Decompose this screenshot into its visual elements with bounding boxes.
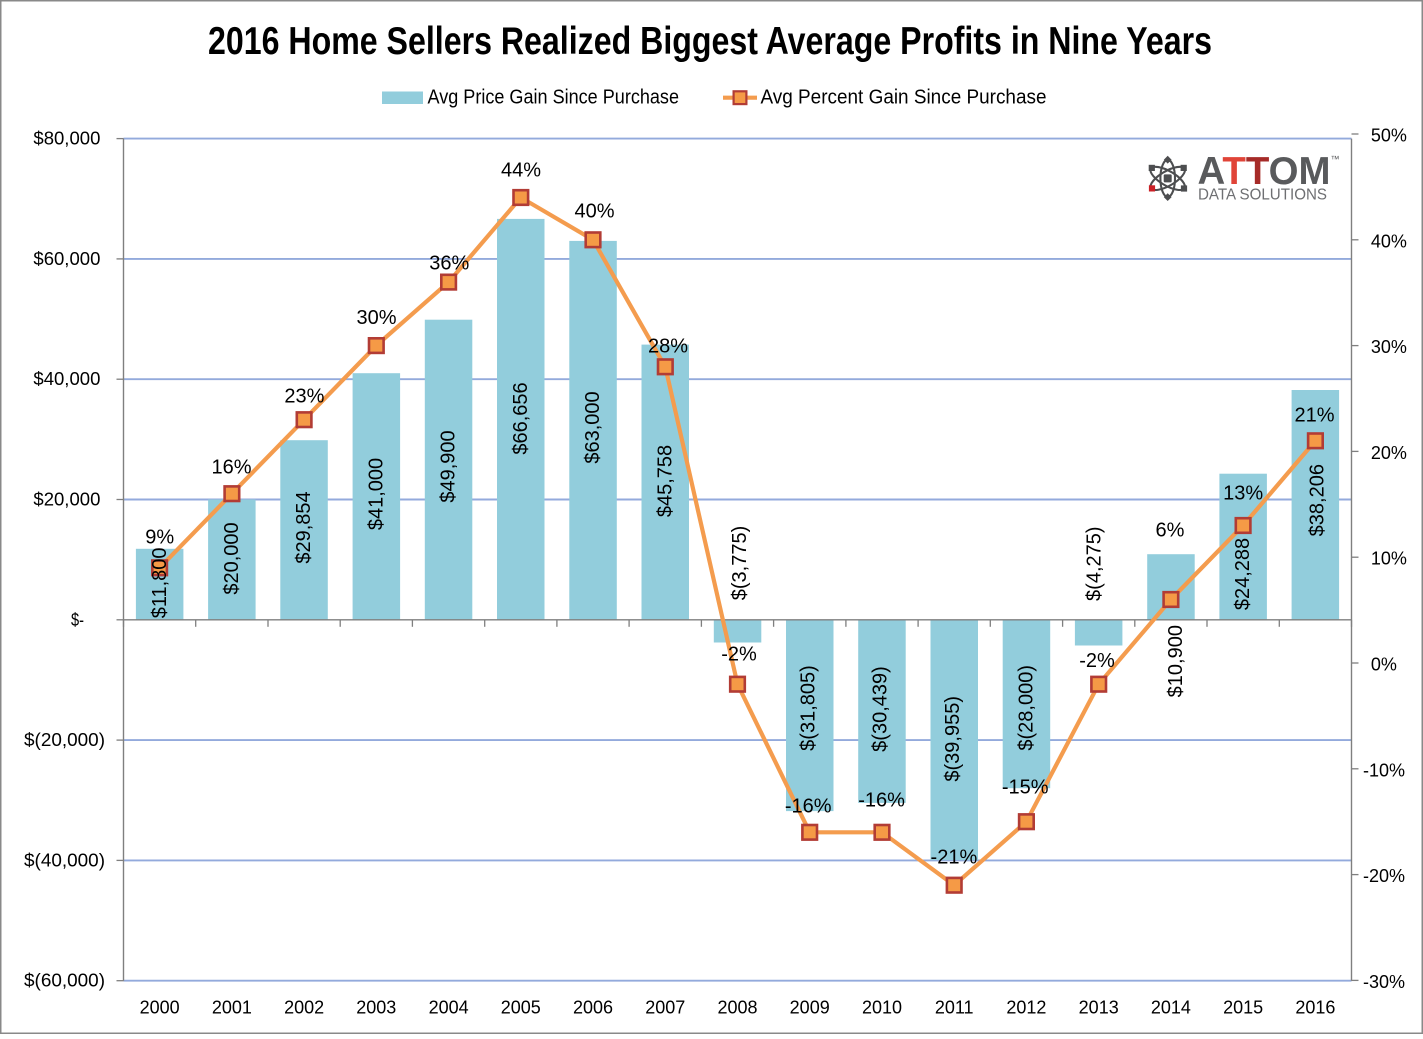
svg-text:DATA SOLUTIONS: DATA SOLUTIONS	[1198, 186, 1327, 203]
svg-text:44%: 44%	[501, 159, 541, 181]
svg-text:9%: 9%	[145, 527, 174, 549]
svg-text:$(39,955): $(39,955)	[942, 696, 964, 782]
svg-text:40%: 40%	[1371, 231, 1407, 251]
svg-text:$20,000: $20,000	[33, 490, 100, 510]
svg-text:2014: 2014	[1151, 998, 1191, 1018]
svg-text:$80,000: $80,000	[33, 129, 100, 149]
svg-text:$20,000: $20,000	[221, 522, 243, 594]
svg-text:$40,000: $40,000	[33, 369, 100, 389]
svg-text:Avg Price Gain Since Purchase: Avg Price Gain Since Purchase	[428, 87, 680, 109]
svg-text:$45,758: $45,758	[654, 445, 676, 517]
svg-text:10%: 10%	[1371, 549, 1407, 569]
svg-text:$60,000: $60,000	[33, 249, 100, 269]
svg-text:2007: 2007	[645, 998, 685, 1018]
svg-text:40%: 40%	[574, 201, 614, 223]
svg-text:$(28,000): $(28,000)	[1015, 665, 1037, 751]
svg-text:0%: 0%	[1371, 655, 1397, 675]
svg-text:-2%: -2%	[721, 644, 757, 666]
svg-text:$63,000: $63,000	[582, 391, 604, 463]
svg-text:$38,206: $38,206	[1306, 464, 1328, 536]
svg-text:2005: 2005	[501, 998, 541, 1018]
svg-text:-16%: -16%	[858, 789, 905, 811]
svg-text:30%: 30%	[1371, 337, 1407, 357]
svg-text:-20%: -20%	[1363, 866, 1405, 886]
svg-text:$(60,000): $(60,000)	[24, 971, 105, 991]
svg-text:2011: 2011	[935, 998, 974, 1018]
svg-text:2012: 2012	[1006, 998, 1046, 1018]
svg-text:$(40,000): $(40,000)	[24, 850, 105, 870]
svg-text:$66,656: $66,656	[510, 382, 532, 454]
svg-text:-21%: -21%	[931, 847, 978, 869]
svg-text:Avg Percent Gain Since Purchas: Avg Percent Gain Since Purchase	[761, 87, 1047, 109]
svg-text:30%: 30%	[356, 307, 396, 329]
svg-text:$24,288: $24,288	[1232, 538, 1254, 610]
svg-text:2006: 2006	[573, 998, 613, 1018]
svg-text:21%: 21%	[1294, 405, 1334, 427]
svg-text:50%: 50%	[1371, 126, 1407, 146]
svg-text:$10,900: $10,900	[1165, 625, 1187, 697]
svg-text:2000: 2000	[140, 998, 180, 1018]
svg-text:-10%: -10%	[1363, 760, 1405, 780]
svg-text:2004: 2004	[429, 998, 469, 1018]
svg-text:2016 Home Sellers Realized Big: 2016 Home Sellers Realized Biggest Avera…	[208, 20, 1212, 63]
svg-text:36%: 36%	[429, 253, 469, 275]
svg-text:6%: 6%	[1156, 520, 1185, 542]
svg-text:-2%: -2%	[1079, 650, 1115, 672]
svg-text:2001: 2001	[212, 998, 252, 1018]
svg-text:-30%: -30%	[1363, 972, 1405, 992]
svg-text:2013: 2013	[1079, 998, 1119, 1018]
svg-text:™: ™	[1331, 154, 1340, 164]
svg-text:-16%: -16%	[785, 796, 832, 818]
svg-text:$(3,775): $(3,775)	[729, 526, 751, 601]
svg-text:-15%: -15%	[1002, 777, 1049, 799]
svg-text:16%: 16%	[211, 457, 251, 479]
svg-text:20%: 20%	[1371, 443, 1407, 463]
svg-text:2009: 2009	[790, 998, 830, 1018]
svg-text:13%: 13%	[1223, 483, 1263, 505]
svg-text:$(31,805): $(31,805)	[798, 665, 820, 751]
svg-text:$(20,000): $(20,000)	[24, 730, 105, 750]
svg-text:$(4,275): $(4,275)	[1084, 526, 1106, 601]
svg-text:2002: 2002	[284, 998, 324, 1018]
svg-text:2015: 2015	[1223, 998, 1263, 1018]
svg-text:$41,000: $41,000	[365, 458, 387, 530]
svg-text:2003: 2003	[356, 998, 396, 1018]
svg-text:23%: 23%	[284, 385, 324, 407]
svg-text:$11,800: $11,800	[149, 547, 171, 618]
svg-text:2016: 2016	[1295, 998, 1335, 1018]
svg-text:2010: 2010	[862, 998, 902, 1018]
svg-text:$29,854: $29,854	[293, 491, 315, 563]
svg-text:$-: $-	[71, 610, 84, 630]
svg-text:ATTOM: ATTOM	[1198, 150, 1331, 193]
svg-text:2008: 2008	[717, 998, 757, 1018]
svg-text:28%: 28%	[648, 336, 688, 358]
svg-text:$(30,439): $(30,439)	[870, 666, 892, 752]
svg-text:$49,900: $49,900	[438, 430, 460, 502]
